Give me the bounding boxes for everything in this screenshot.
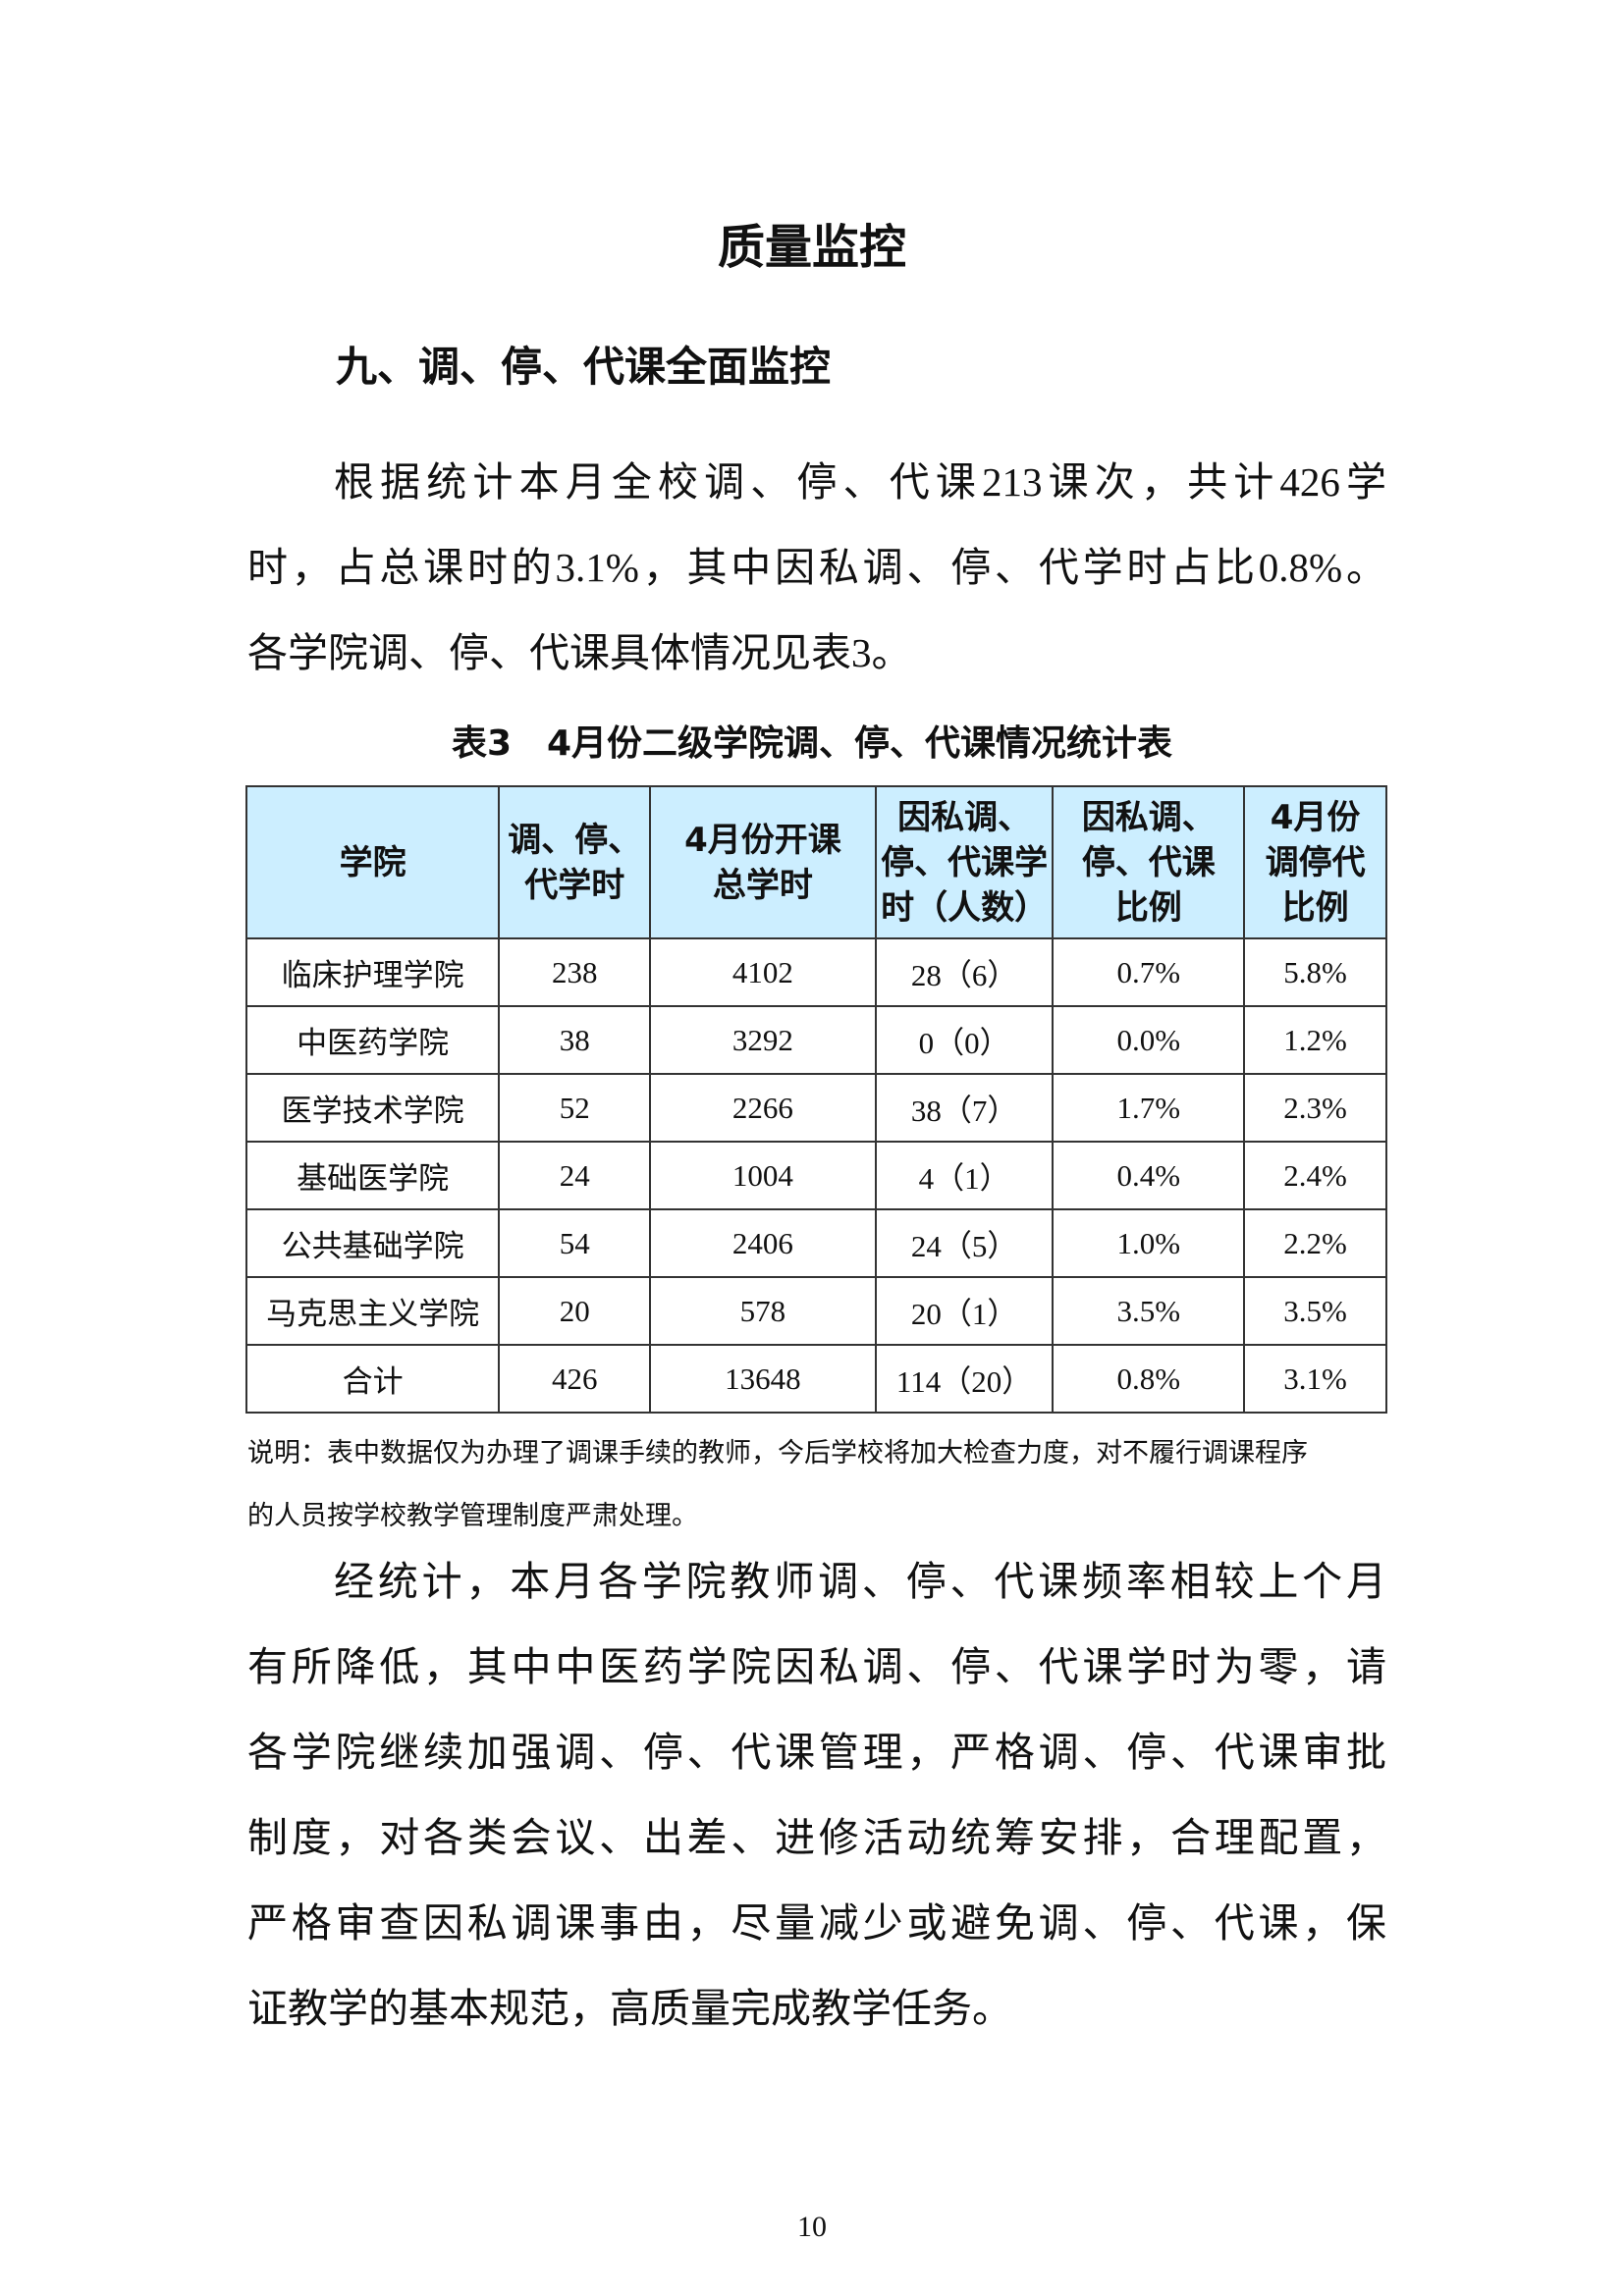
stats-table: 学院 调、停、代学时 4月份开课总学时 因私调、停、代课学时（人数） 因私调、停…	[244, 785, 1387, 1414]
table-cell: 3.5%	[1052, 1276, 1246, 1346]
column-header: 因私调、停、代课学时（人数）	[874, 785, 1055, 939]
column-header: 学院	[244, 785, 501, 939]
table-cell: 0.7%	[1052, 937, 1246, 1007]
table-cell: 28（6）	[874, 937, 1055, 1007]
paragraph-line: 各学院调、停、代课具体情况见表3。	[247, 630, 912, 675]
table-header-row: 学院 调、停、代学时 4月份开课总学时 因私调、停、代课学时（人数） 因私调、停…	[244, 785, 1387, 939]
table-cell: 114（20）	[874, 1344, 1055, 1414]
table-cell: 5.8%	[1243, 937, 1387, 1007]
section-heading: 九、调、停、代课全面监控	[336, 343, 832, 391]
table-cell: 1.2%	[1243, 1005, 1387, 1075]
table-cell: 20	[498, 1276, 652, 1346]
table-cell: 0.4%	[1052, 1141, 1246, 1210]
paragraph-line: 各学院继续加强调、停、代课管理，严格调、停、代课审批	[247, 1730, 1386, 1775]
table-cell: 4102	[649, 937, 877, 1007]
table-cell: 0.8%	[1052, 1344, 1246, 1414]
table-cell: 2406	[649, 1208, 877, 1278]
table-caption: 表3 4月份二级学院调、停、代课情况统计表	[451, 723, 1173, 764]
table-cell: 3.1%	[1243, 1344, 1387, 1414]
table-cell: 1.7%	[1052, 1073, 1246, 1143]
page-number: 10	[797, 2211, 827, 2243]
paragraph-conclusion: 经统计，本月各学院教师调、停、代课频率相较上个月 有所降低，其中中医药学院因私调…	[247, 1539, 1386, 2052]
paragraph-line: 根据统计本月全校调、停、代课213课次，共计426学	[334, 459, 1386, 505]
table-cell: 54	[498, 1208, 652, 1278]
table-cell: 24（5）	[874, 1208, 1055, 1278]
page-title: 质量监控	[717, 220, 906, 275]
table-cell: 2.2%	[1243, 1208, 1387, 1278]
paragraph-line: 制度，对各类会议、出差、进修活动统筹安排，合理配置，	[247, 1815, 1386, 1860]
table-note: 说明：表中数据仅为办理了调课手续的教师，今后学校将加大检查力度，对不履行调课程序…	[247, 1421, 1386, 1547]
column-header: 调、停、代学时	[498, 785, 652, 939]
table-cell: 0.0%	[1052, 1005, 1246, 1075]
paragraph-line: 经统计，本月各学院教师调、停、代课频率相较上个月	[334, 1559, 1386, 1604]
table-cell: 13648	[649, 1344, 877, 1414]
table-row: 马克思主义学院 20 578 20（1） 3.5% 3.5%	[244, 1276, 1387, 1346]
table-cell: 3.5%	[1243, 1276, 1387, 1346]
paragraph-line: 时，占总课时的3.1%，其中因私调、停、代学时占比0.8%。	[247, 545, 1386, 590]
table-cell: 2.3%	[1243, 1073, 1387, 1143]
table-cell: 578	[649, 1276, 877, 1346]
table-row: 中医药学院 38 3292 0（0） 0.0% 1.2%	[244, 1005, 1387, 1075]
table-cell: 合计	[244, 1344, 501, 1414]
table-cell: 38（7）	[874, 1073, 1055, 1143]
note-line: 的人员按学校教学管理制度严肃处理。	[247, 1501, 698, 1530]
table-cell: 426	[498, 1344, 652, 1414]
table-cell: 马克思主义学院	[244, 1276, 501, 1346]
table-cell: 2.4%	[1243, 1141, 1387, 1210]
table-cell: 0（0）	[874, 1005, 1055, 1075]
paragraph-line: 证教学的基本规范，高质量完成教学任务。	[247, 1986, 1012, 2031]
table-cell: 24	[498, 1141, 652, 1210]
column-header: 4月份调停代比例	[1243, 785, 1387, 939]
table-row: 公共基础学院 54 2406 24（5） 1.0% 2.2%	[244, 1208, 1387, 1278]
column-header: 4月份开课总学时	[649, 785, 877, 939]
table-cell: 医学技术学院	[244, 1073, 501, 1143]
table-cell: 1.0%	[1052, 1208, 1246, 1278]
table-row: 医学技术学院 52 2266 38（7） 1.7% 2.3%	[244, 1073, 1387, 1143]
table-cell: 3292	[649, 1005, 877, 1075]
column-header: 因私调、停、代课比例	[1052, 785, 1246, 939]
table-row: 临床护理学院 238 4102 28（6） 0.7% 5.8%	[244, 937, 1387, 1007]
table-cell: 4（1）	[874, 1141, 1055, 1210]
table-row: 基础医学院 24 1004 4（1） 0.4% 2.4%	[244, 1141, 1387, 1210]
note-line: 说明：表中数据仅为办理了调课手续的教师，今后学校将加大检查力度，对不履行调课程序	[247, 1438, 1308, 1468]
table-row: 合计 426 13648 114（20） 0.8% 3.1%	[244, 1344, 1387, 1414]
table-cell: 20（1）	[874, 1276, 1055, 1346]
paragraph-summary: 根据统计本月全校调、停、代课213课次，共计426学 时，占总课时的3.1%，其…	[247, 440, 1386, 696]
table-cell: 238	[498, 937, 652, 1007]
table-cell: 公共基础学院	[244, 1208, 501, 1278]
paragraph-line: 有所降低，其中中医药学院因私调、停、代课学时为零，请	[247, 1644, 1386, 1689]
table-cell: 基础医学院	[244, 1141, 501, 1210]
table-cell: 1004	[649, 1141, 877, 1210]
paragraph-line: 严格审查因私调课事由，尽量减少或避免调、停、代课，保	[247, 1900, 1386, 1946]
table-cell: 52	[498, 1073, 652, 1143]
table-cell: 2266	[649, 1073, 877, 1143]
table-cell: 38	[498, 1005, 652, 1075]
table-cell: 临床护理学院	[244, 937, 501, 1007]
table-cell: 中医药学院	[244, 1005, 501, 1075]
